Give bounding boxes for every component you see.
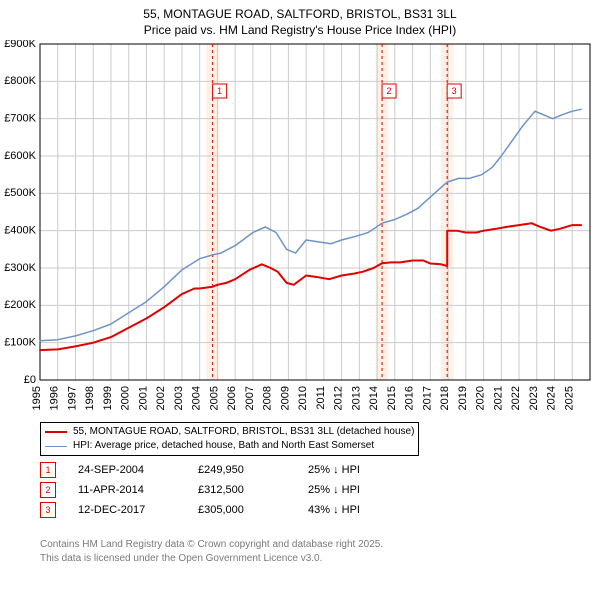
sale-date: 11-APR-2014 — [78, 484, 198, 496]
sale-marker-number: 1 — [217, 86, 222, 96]
y-tick-label: £600K — [4, 150, 36, 162]
x-tick-label: 2025 — [563, 386, 575, 410]
chart-container: 55, MONTAGUE ROAD, SALTFORD, BRISTOL, BS… — [0, 0, 600, 590]
sales-row: 2 11-APR-2014£312,50025% ↓ HPI — [40, 482, 428, 498]
x-tick-label: 2003 — [173, 386, 185, 410]
x-tick-label: 2007 — [244, 386, 256, 410]
x-tick-label: 2020 — [475, 386, 487, 410]
y-tick-label: £100K — [4, 337, 36, 349]
attribution-line-2: This data is licensed under the Open Gov… — [40, 552, 383, 566]
x-tick-label: 2008 — [262, 386, 274, 410]
x-tick-label: 2012 — [333, 386, 345, 410]
x-tick-label: 1996 — [49, 386, 61, 410]
legend-row: 55, MONTAGUE ROAD, SALTFORD, BRISTOL, BS… — [45, 425, 414, 439]
sale-marker-number: 2 — [387, 86, 392, 96]
y-tick-label: £400K — [4, 225, 36, 237]
x-tick-label: 2018 — [439, 386, 451, 410]
x-tick-label: 2006 — [226, 386, 238, 410]
attribution-line-1: Contains HM Land Registry data © Crown c… — [40, 538, 383, 552]
sales-row: 3 12-DEC-2017£305,00043% ↓ HPI — [40, 502, 428, 518]
x-tick-label: 1999 — [102, 386, 114, 410]
x-tick-label: 2013 — [350, 386, 362, 410]
y-tick-label: £700K — [4, 113, 36, 125]
y-tick-label: £200K — [4, 299, 36, 311]
legend-swatch — [45, 431, 67, 433]
sale-price: £312,500 — [198, 484, 308, 496]
x-tick-label: 2021 — [492, 386, 504, 410]
x-tick-label: 2005 — [208, 386, 220, 410]
series-hpi — [40, 109, 581, 340]
sale-delta: 25% ↓ HPI — [308, 464, 428, 476]
x-tick-label: 2011 — [315, 386, 327, 410]
sales-table: 1 24-SEP-2004£249,95025% ↓ HPI 2 11-APR-201… — [40, 462, 428, 522]
x-tick-label: 2002 — [155, 386, 167, 410]
legend-label: HPI: Average price, detached house, Bath… — [73, 439, 374, 453]
y-tick-label: £900K — [4, 40, 36, 50]
sale-marker-number: 3 — [452, 86, 457, 96]
x-tick-label: 2019 — [457, 386, 469, 410]
y-tick-label: £300K — [4, 262, 36, 274]
y-tick-label: £500K — [4, 187, 36, 199]
sales-row: 1 24-SEP-2004£249,95025% ↓ HPI — [40, 462, 428, 478]
x-tick-label: 2014 — [368, 386, 380, 410]
sale-delta: 25% ↓ HPI — [308, 484, 428, 496]
title-line-1: 55, MONTAGUE ROAD, SALTFORD, BRISTOL, BS… — [0, 6, 600, 22]
chart-title: 55, MONTAGUE ROAD, SALTFORD, BRISTOL, BS… — [0, 0, 600, 38]
attribution: Contains HM Land Registry data © Crown c… — [40, 538, 383, 565]
x-tick-label: 2004 — [191, 386, 203, 410]
sale-price: £305,000 — [198, 504, 308, 516]
title-line-2: Price paid vs. HM Land Registry's House … — [0, 22, 600, 38]
plot-border — [40, 44, 590, 380]
line-chart: £0 £100K £200K £300K £400K £500K £600K £700K £80… — [0, 40, 600, 420]
x-tick-label: 2009 — [279, 386, 291, 410]
legend: 55, MONTAGUE ROAD, SALTFORD, BRISTOL, BS… — [40, 422, 419, 456]
x-tick-label: 1995 — [31, 386, 43, 410]
sale-delta: 43% ↓ HPI — [308, 504, 428, 516]
sale-marker: 1 — [40, 462, 56, 478]
x-tick-label: 2010 — [297, 386, 309, 410]
x-tick-label: 2016 — [404, 386, 416, 410]
sale-date: 12-DEC-2017 — [78, 504, 198, 516]
x-tick-label: 2001 — [137, 386, 149, 410]
x-tick-label: 2017 — [421, 386, 433, 410]
y-tick-label: £0 — [24, 374, 36, 386]
sale-marker: 2 — [40, 482, 56, 498]
x-tick-label: 1998 — [84, 386, 96, 410]
y-tick-label: £800K — [4, 75, 36, 87]
legend-row: HPI: Average price, detached house, Bath… — [45, 439, 414, 453]
x-tick-label: 2022 — [510, 386, 522, 410]
legend-swatch — [45, 446, 67, 447]
legend-label: 55, MONTAGUE ROAD, SALTFORD, BRISTOL, BS… — [73, 425, 414, 439]
x-tick-label: 2023 — [528, 386, 540, 410]
x-tick-label: 2024 — [546, 386, 558, 410]
sale-marker: 3 — [40, 502, 56, 518]
series-price_paid — [40, 223, 581, 350]
sale-price: £249,950 — [198, 464, 308, 476]
x-tick-label: 2015 — [386, 386, 398, 410]
x-tick-label: 1997 — [66, 386, 78, 410]
x-tick-label: 2000 — [120, 386, 132, 410]
sale-date: 24-SEP-2004 — [78, 464, 198, 476]
